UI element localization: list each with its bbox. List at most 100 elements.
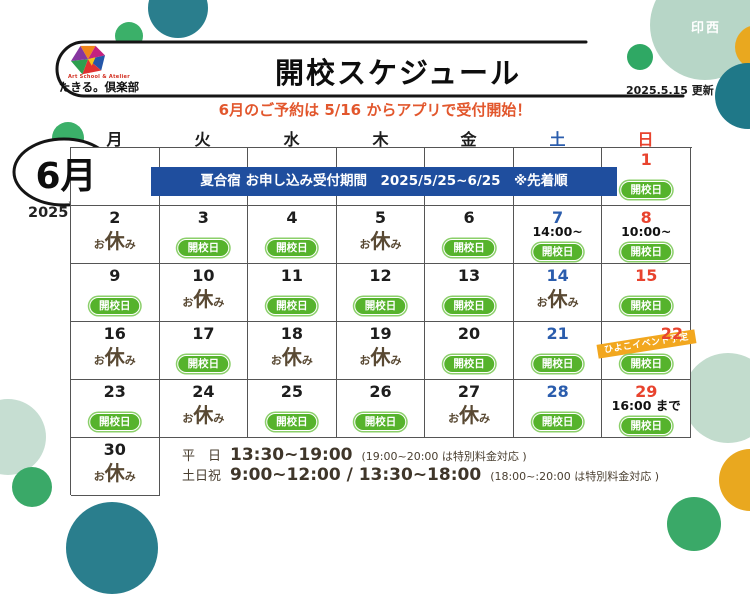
calendar-day-7: 7 14:00~ 開校日 bbox=[513, 206, 603, 264]
date-number: 19 bbox=[369, 324, 392, 343]
open-day-badge: 開校日 bbox=[266, 413, 318, 431]
closed-char: お bbox=[359, 354, 371, 367]
date-number: 4 bbox=[286, 208, 298, 227]
calendar-day-26: 26 開校日 bbox=[336, 380, 426, 438]
date-number: 1 bbox=[640, 150, 652, 169]
calendar-day-29: 29 16:00 まで 開校日 bbox=[602, 380, 691, 438]
decorative-circle bbox=[0, 399, 46, 475]
date-number: 21 bbox=[546, 324, 569, 343]
updated-date: 2025.5.15 更新 bbox=[626, 84, 714, 97]
closed-day-label: お休み bbox=[337, 341, 425, 370]
day-header-tue: 火 bbox=[194, 130, 211, 149]
closed-char: 休 bbox=[547, 287, 568, 311]
open-day-badge: 開校日 bbox=[531, 355, 584, 373]
closed-char: み bbox=[479, 412, 491, 425]
closed-char: お bbox=[536, 296, 548, 309]
calendar-day-20: 20 開校日 bbox=[425, 322, 514, 380]
open-day-badge: 開校日 bbox=[354, 297, 407, 315]
calendar-day-22: ひよこイベント予定 22 開校日 bbox=[596, 322, 697, 380]
weekend-hours: 9:00~12:00 / 13:30~18:00 bbox=[230, 464, 482, 485]
date-number: 9 bbox=[109, 266, 121, 285]
closed-day-label: お休み bbox=[425, 399, 513, 428]
closed-char: お bbox=[182, 412, 194, 425]
open-day-badge: 開校日 bbox=[620, 297, 672, 315]
closed-char: み bbox=[213, 296, 225, 309]
open-day-badge: 開校日 bbox=[620, 243, 672, 261]
weekend-label: 土日祝 bbox=[182, 468, 222, 484]
weekday-hours-row: 平 日 13:30~19:00 (19:00~20:00 は特別料金対応 ) bbox=[182, 445, 659, 465]
calendar-day-4: 4 開校日 bbox=[248, 206, 337, 264]
decorative-circle bbox=[719, 449, 750, 511]
closed-char: お bbox=[270, 354, 282, 367]
calendar-day-1: 1 開校日 bbox=[602, 148, 691, 206]
closed-day-label: お休み bbox=[514, 283, 602, 312]
calendar-day-5: 5 お休み bbox=[336, 206, 426, 264]
calendar-day-24: 24 お休み bbox=[159, 380, 249, 438]
calendar-day-27: 27 お休み bbox=[425, 380, 514, 438]
header-capsule bbox=[55, 40, 685, 98]
closed-char: み bbox=[301, 354, 313, 367]
closed-day-label: お休み bbox=[337, 225, 425, 254]
decorative-circle bbox=[735, 25, 750, 69]
closed-char: 休 bbox=[104, 461, 125, 485]
day-header-thu: 木 bbox=[372, 130, 389, 149]
month-label: 6月 bbox=[35, 156, 97, 197]
reservation-notice: 6月のご予約は 5/16 からアプリで受付開始！ bbox=[218, 101, 532, 119]
closed-char: み bbox=[124, 354, 136, 367]
decorative-circle bbox=[683, 353, 750, 443]
weekend-hours-row: 土日祝 9:00~12:00 / 13:30~18:00 (18:00~:20:… bbox=[182, 465, 659, 485]
closed-char: お bbox=[448, 412, 460, 425]
closed-day-label: お休み bbox=[71, 341, 159, 370]
closed-char: み bbox=[567, 296, 579, 309]
open-day-badge: 開校日 bbox=[620, 417, 672, 435]
calendar-grid: 夏合宿 お申し込み受付期間 2025/5/25~6/25 ※先着順 1 開校日 2 お… bbox=[70, 147, 697, 496]
year-label: 2025 bbox=[28, 205, 69, 221]
closed-char: 休 bbox=[193, 287, 214, 311]
closed-day-label: お休み bbox=[71, 457, 159, 486]
calendar-day-3: 3 開校日 bbox=[159, 206, 249, 264]
decorative-circle bbox=[627, 44, 653, 70]
open-day-badge: 開校日 bbox=[354, 413, 407, 431]
open-day-badge: 開校日 bbox=[443, 355, 495, 373]
date-number: 3 bbox=[197, 208, 209, 227]
logo-name: たきる。倶楽部 bbox=[58, 80, 140, 94]
calendar-day-25: 25 開校日 bbox=[248, 380, 337, 438]
closed-char: お bbox=[182, 296, 194, 309]
time-note: 16:00 まで bbox=[611, 398, 681, 413]
calendar-day-12: 12 開校日 bbox=[336, 264, 426, 322]
calendar-day-9: 9 開校日 bbox=[71, 264, 160, 322]
date-number: 10 bbox=[192, 266, 215, 285]
day-header-sat: 土 bbox=[549, 130, 566, 149]
date-number: 5 bbox=[374, 208, 387, 227]
date-number: 22 bbox=[660, 324, 683, 343]
opening-hours: 平 日 13:30~19:00 (19:00~20:00 は特別料金対応 ) 土… bbox=[182, 445, 659, 485]
closed-char: 休 bbox=[370, 229, 391, 253]
closed-char: お bbox=[359, 238, 371, 251]
closed-day-label: お休み bbox=[71, 225, 159, 254]
calendar-day-11: 11 開校日 bbox=[248, 264, 337, 322]
date-number: 2 bbox=[109, 208, 121, 227]
closed-char: 休 bbox=[370, 345, 391, 369]
logo: Art School & Atelier たきる。倶楽部 bbox=[44, 43, 154, 95]
calendar-day-15: 15 開校日 bbox=[602, 264, 691, 322]
decorative-circle bbox=[66, 502, 158, 594]
calendar-day-28: 28 開校日 bbox=[513, 380, 603, 438]
date-number: 18 bbox=[280, 324, 304, 343]
decorative-circle bbox=[667, 497, 721, 551]
time-note: 14:00~ bbox=[532, 224, 583, 239]
closed-char: み bbox=[390, 238, 402, 251]
date-number: 16 bbox=[103, 324, 126, 343]
closed-char: 休 bbox=[193, 403, 214, 427]
calendar-day-10: 10 お休み bbox=[159, 264, 249, 322]
closed-day-label: お休み bbox=[160, 399, 248, 428]
closed-char: お bbox=[93, 354, 105, 367]
time-note: 10:00~ bbox=[621, 224, 672, 239]
open-day-badge: 開校日 bbox=[443, 297, 495, 315]
day-header-wed: 水 bbox=[283, 130, 300, 149]
decorative-circle bbox=[12, 467, 52, 507]
date-number: 20 bbox=[457, 324, 481, 343]
date-number: 23 bbox=[103, 382, 126, 401]
calendar-day-14: 14 お休み bbox=[513, 264, 603, 322]
open-day-badge: 開校日 bbox=[620, 355, 672, 373]
closed-char: み bbox=[213, 412, 225, 425]
